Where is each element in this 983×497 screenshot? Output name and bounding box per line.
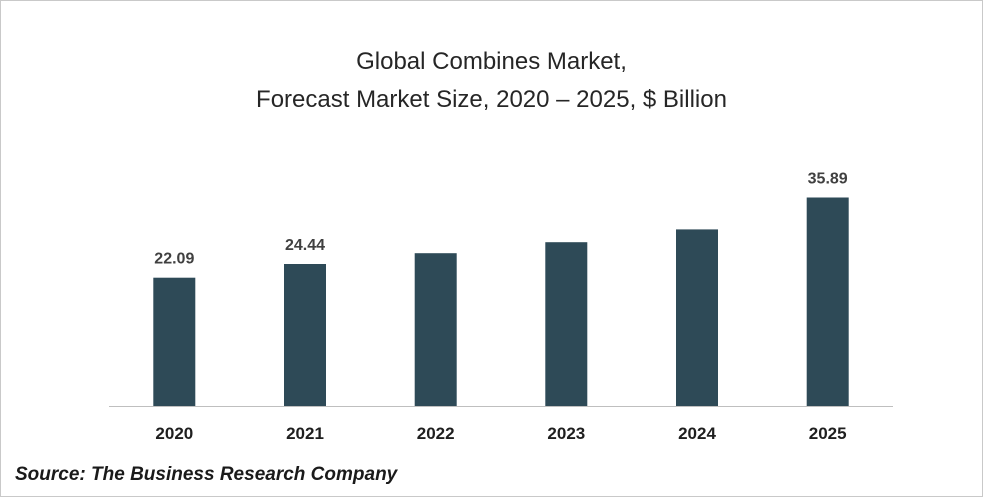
x-tick-label-2020: 2020 xyxy=(155,424,193,443)
chart-title: Global Combines Market, Forecast Market … xyxy=(1,43,982,119)
bar-2020 xyxy=(153,277,196,406)
chart-title-line-2: Forecast Market Size, 2020 – 2025, $ Bil… xyxy=(256,86,727,113)
x-tick-label-2022: 2022 xyxy=(417,424,455,443)
data-label-2020: 22.09 xyxy=(154,251,194,268)
chart-title-line-1: Global Combines Market, xyxy=(356,48,627,75)
source-note: Source: The Business Research Company xyxy=(15,464,398,485)
bar-2021 xyxy=(284,264,326,406)
x-tick-label-2024: 2024 xyxy=(678,424,716,443)
x-tick-label-2025: 2025 xyxy=(809,424,847,443)
data-label-2025: 35.89 xyxy=(808,171,848,188)
bar-2022 xyxy=(414,253,457,406)
data-label-2021: 24.44 xyxy=(285,237,325,254)
x-tick-label-2021: 2021 xyxy=(286,424,324,443)
bar-2023 xyxy=(545,242,588,406)
bar-2024 xyxy=(676,229,718,406)
bar-2025 xyxy=(806,197,849,406)
x-tick-label-2023: 2023 xyxy=(547,424,585,443)
